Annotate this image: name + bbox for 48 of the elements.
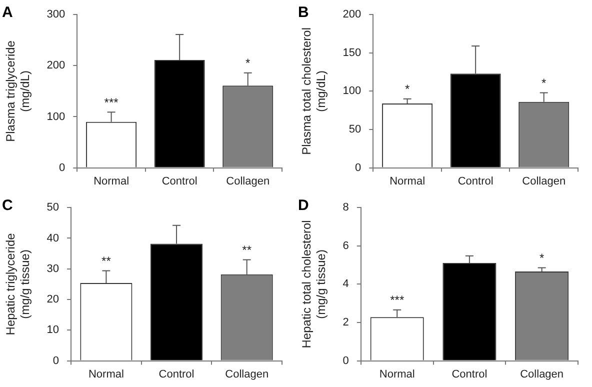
y-tick-label: 100 xyxy=(46,110,66,123)
y-tick-label: 150 xyxy=(342,46,362,59)
annotation: * xyxy=(542,76,547,90)
y-axis-title: Hepatic triglyceride (mg/g tissue) xyxy=(4,232,32,336)
chart-title: D xyxy=(298,197,309,214)
y-tick-label: 100 xyxy=(342,85,362,98)
x-tick-label: Control xyxy=(162,175,198,188)
y-tick-label: 2 xyxy=(342,316,349,329)
y-tick-label: 50 xyxy=(348,124,362,136)
x-tick-label: Normal xyxy=(390,175,426,188)
y-tick-label: 0 xyxy=(355,162,362,174)
y-tick-label: 40 xyxy=(46,232,60,244)
chart-title: C xyxy=(2,197,13,214)
y-axis-title: Hepatic total cholesterol (mg/g tissue) xyxy=(300,220,328,348)
y-axis-title: Plasma total cholesterol (mg/dL) xyxy=(300,27,328,155)
y-tick-label: 0 xyxy=(59,162,66,174)
x-tick-label: Control xyxy=(452,368,488,380)
y-tick-label: 0 xyxy=(342,354,349,367)
y-tick-label: 20 xyxy=(46,294,60,306)
x-tick-label: Collagen xyxy=(226,175,270,188)
annotation: ** xyxy=(242,243,252,257)
x-tick-label: Normal xyxy=(88,368,124,380)
y-tick-label: 10 xyxy=(46,324,60,336)
annotation: * xyxy=(404,82,410,96)
annotation: ** xyxy=(102,254,112,268)
x-tick-label: Control xyxy=(158,368,194,380)
x-tick-label: Control xyxy=(458,175,494,188)
y-tick-label: 0 xyxy=(52,354,60,367)
annotation: * xyxy=(539,251,544,266)
y-axis-title: Plasma triglyceride (mg/dL) xyxy=(4,40,32,142)
y-tick-label: 6 xyxy=(342,240,349,252)
annotation: * xyxy=(246,56,251,70)
x-tick-label: Collagen xyxy=(522,175,566,188)
y-tick-label: 8 xyxy=(342,202,349,214)
annotation: *** xyxy=(104,95,119,110)
x-tick-label: Collagen xyxy=(520,368,564,380)
x-tick-label: Normal xyxy=(94,175,130,188)
y-tick-label: 200 xyxy=(46,60,66,72)
x-tick-label: Normal xyxy=(379,368,415,380)
chart-title: B xyxy=(298,4,309,21)
y-tick-label: 4 xyxy=(342,278,349,290)
y-tick-label: 30 xyxy=(46,262,60,275)
x-tick-label: Collagen xyxy=(225,368,269,380)
y-tick-label: 200 xyxy=(342,8,362,21)
chart-title: A xyxy=(2,4,13,21)
y-tick-label: 50 xyxy=(46,202,60,214)
y-tick-label: 300 xyxy=(46,8,66,21)
annotation: *** xyxy=(390,293,404,308)
